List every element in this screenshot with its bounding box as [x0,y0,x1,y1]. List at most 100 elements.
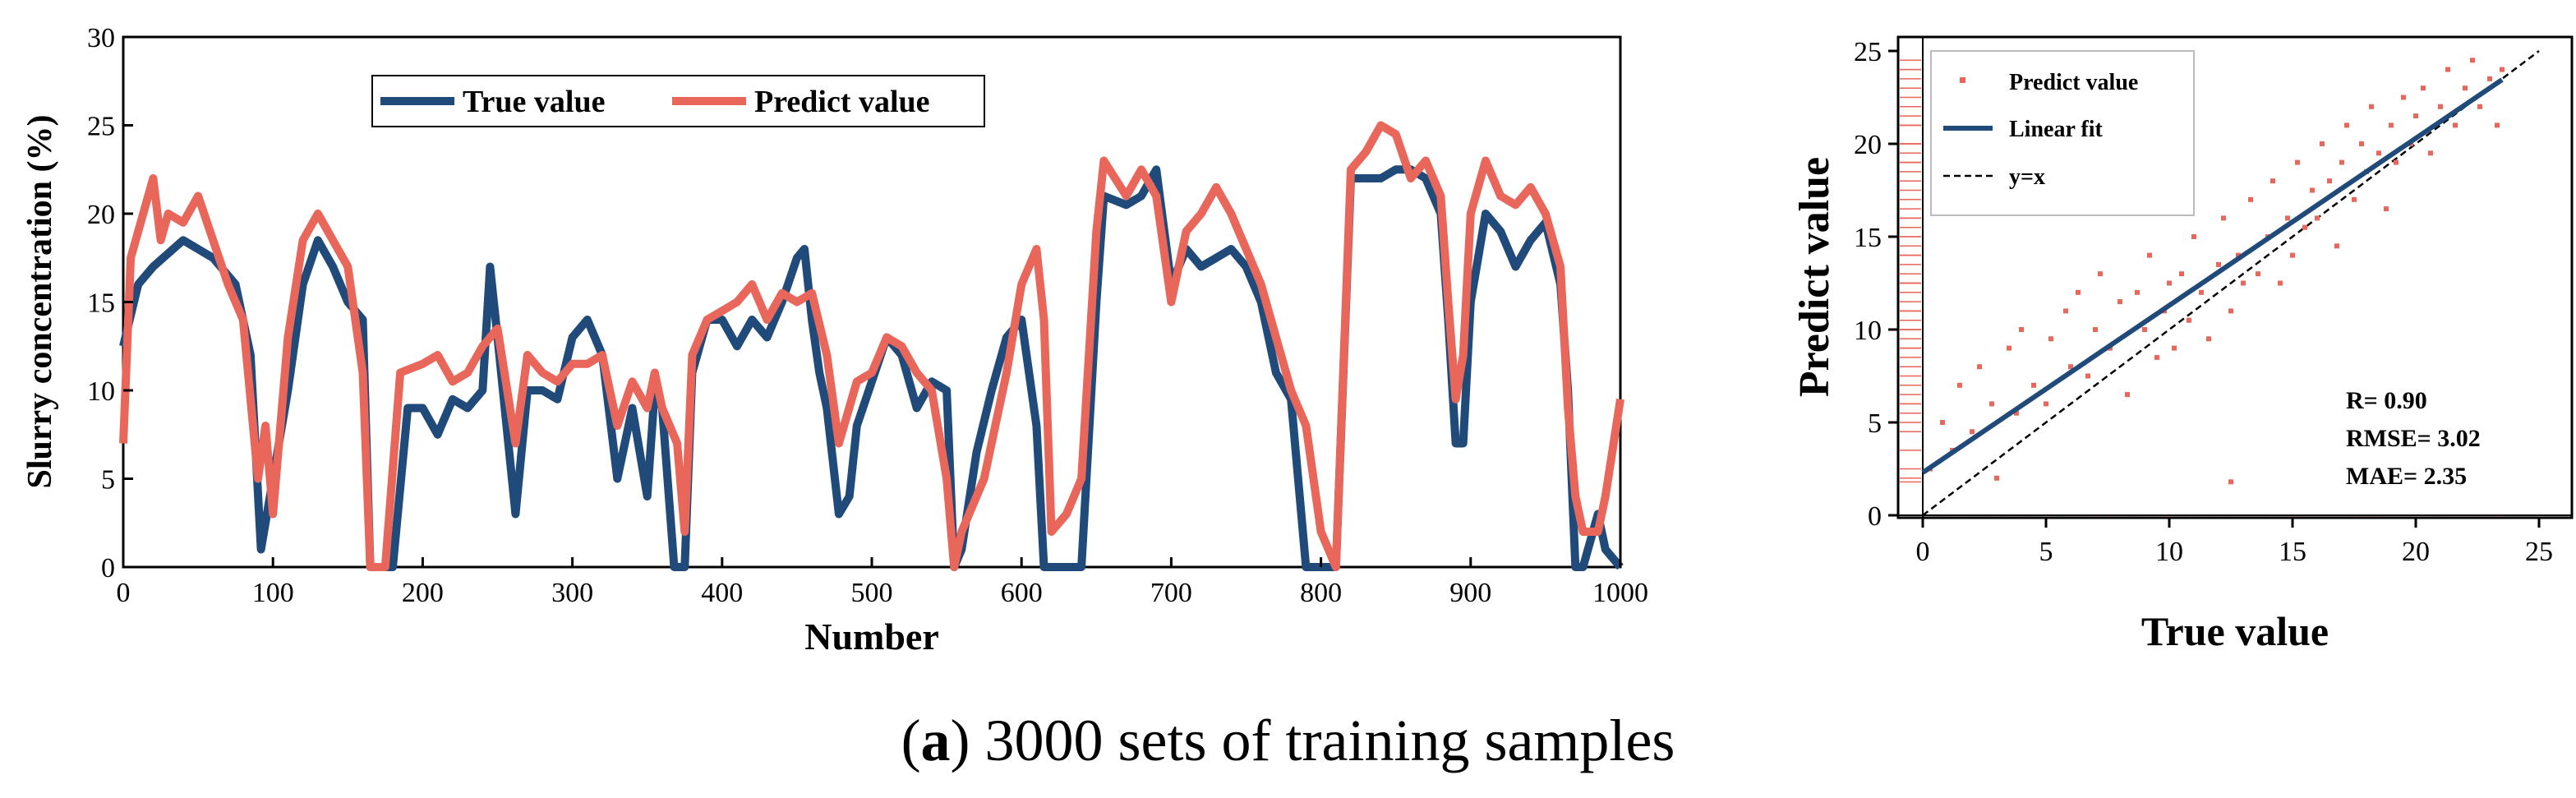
scatter-point [2394,159,2399,165]
legend-label-true: True value [463,85,605,119]
x-tick-label: 200 [402,578,444,608]
identity-line [1922,50,2540,516]
scatter-point [2221,215,2226,221]
scatter-point [2320,141,2325,146]
scatter-point [1989,401,1994,407]
scatter-point [2302,224,2307,230]
series-line-predict [119,121,1624,571]
scatter-point [2044,401,2048,407]
y-tick-label: 30 [87,23,115,53]
scatter-point [2007,345,2011,351]
scatter-point [2369,104,2374,109]
x-tick-label: 500 [851,578,893,608]
x-tick-label: 100 [252,578,294,608]
scatter-point [2098,271,2103,277]
y-tick-label: 15 [87,288,115,319]
scatter-point [2228,479,2233,485]
scatter-point [2384,206,2389,212]
scatter-chart: 0 5 10 15 20 25 0 5 10 15 20 25 Predict value Linea… [1791,35,2574,654]
x-tick-label: 400 [701,578,743,608]
scatter-point [2206,336,2211,342]
y-tick-label: 5 [101,465,115,496]
scatter-point [2172,345,2177,351]
scatter-point [2500,67,2505,72]
scatter-point [2352,196,2357,202]
legend-label-predict: Predict value [754,85,930,119]
x-tick-label: 0 [1916,537,1930,567]
scatter-point [1940,420,1945,425]
scatter-point [2270,178,2275,184]
scatter-legend: Predict value Linear fit y=x [1930,50,2195,216]
x-tick-label: 5 [2039,537,2053,567]
y-tick-label: 10 [87,376,115,407]
scatter-point [2167,280,2172,286]
scatter-point [2031,382,2036,388]
x-tick-label: 15 [2279,537,2306,567]
line-series-group [119,121,1624,571]
x-tick-label: 300 [551,578,593,608]
x-tick-label: 20 [2402,537,2430,567]
scatter-point [2327,178,2332,184]
scatter-point [2428,150,2433,156]
scatter-point [2076,289,2081,295]
figure-caption: (a) 3000 sets of training samples [901,708,1675,773]
scatter-point [2339,159,2344,165]
scatter-point [1977,364,1982,370]
y-tick-label: 20 [1854,130,1882,160]
caption-label: a [920,708,951,773]
scatter-point [2199,289,2204,295]
scatter-point [2179,271,2184,277]
y-tick-label: 15 [1854,223,1882,253]
stat-rmse: RMSE= 3.02 [2346,425,2481,452]
legend-swatch-points [1960,77,1965,83]
scatter-point [2093,327,2098,332]
scatter-point [2236,252,2241,258]
scatter-point [2085,373,2090,379]
scatter-data-group [1921,50,2540,516]
rug-marks-group [1898,37,2572,518]
scatter-point [2019,327,2024,332]
scatter-point [2315,215,2320,221]
scatter-point [2295,159,2300,165]
scatter-point [2285,215,2290,221]
x-tick-label: 10 [2155,537,2183,567]
scatter-point [2147,252,2152,258]
scatter-point [2477,104,2482,109]
scatter-point [2117,299,2122,305]
scatter-point [2142,327,2147,332]
scatter-point [1970,429,1975,435]
scatter-point [2438,104,2443,109]
x-tick-label: 800 [1300,578,1342,608]
y-tick-label: 20 [87,200,115,230]
scatter-point [2048,336,2053,342]
scatter-point [2278,280,2283,286]
scatter-point [2290,252,2295,258]
scatter-point [2135,289,2140,295]
scatter-point [2063,308,2068,314]
legend-label-fit: Linear fit [2009,117,2103,142]
stat-r: R= 0.90 [2346,387,2427,414]
legend-label-identity: y=x [2009,164,2045,190]
scatter-point [2344,122,2349,128]
y-tick-label: 10 [1854,316,1882,346]
x-tick-label: 1000 [1592,578,1648,608]
scatter-point [2445,67,2450,72]
scatter-legend-box [1930,50,2195,216]
scatter-point [2376,150,2381,156]
scatter-point [2487,76,2492,81]
scatter-point [1994,475,1999,481]
scatter-point [2359,141,2364,146]
scatter-point [2401,95,2406,100]
scatter-point [2191,234,2196,239]
y-tick-label: 25 [1854,37,1882,67]
scatter-point [2334,243,2339,249]
scatter-point [2068,364,2073,370]
scatter-point [2453,122,2458,128]
scatter-point [2413,113,2418,119]
scatter-point [2470,58,2475,63]
y-tick-label: 0 [101,553,115,584]
scatter-point [1957,382,1962,388]
x-tick-label: 700 [1150,578,1192,608]
x-tick-label: 25 [2525,537,2553,567]
